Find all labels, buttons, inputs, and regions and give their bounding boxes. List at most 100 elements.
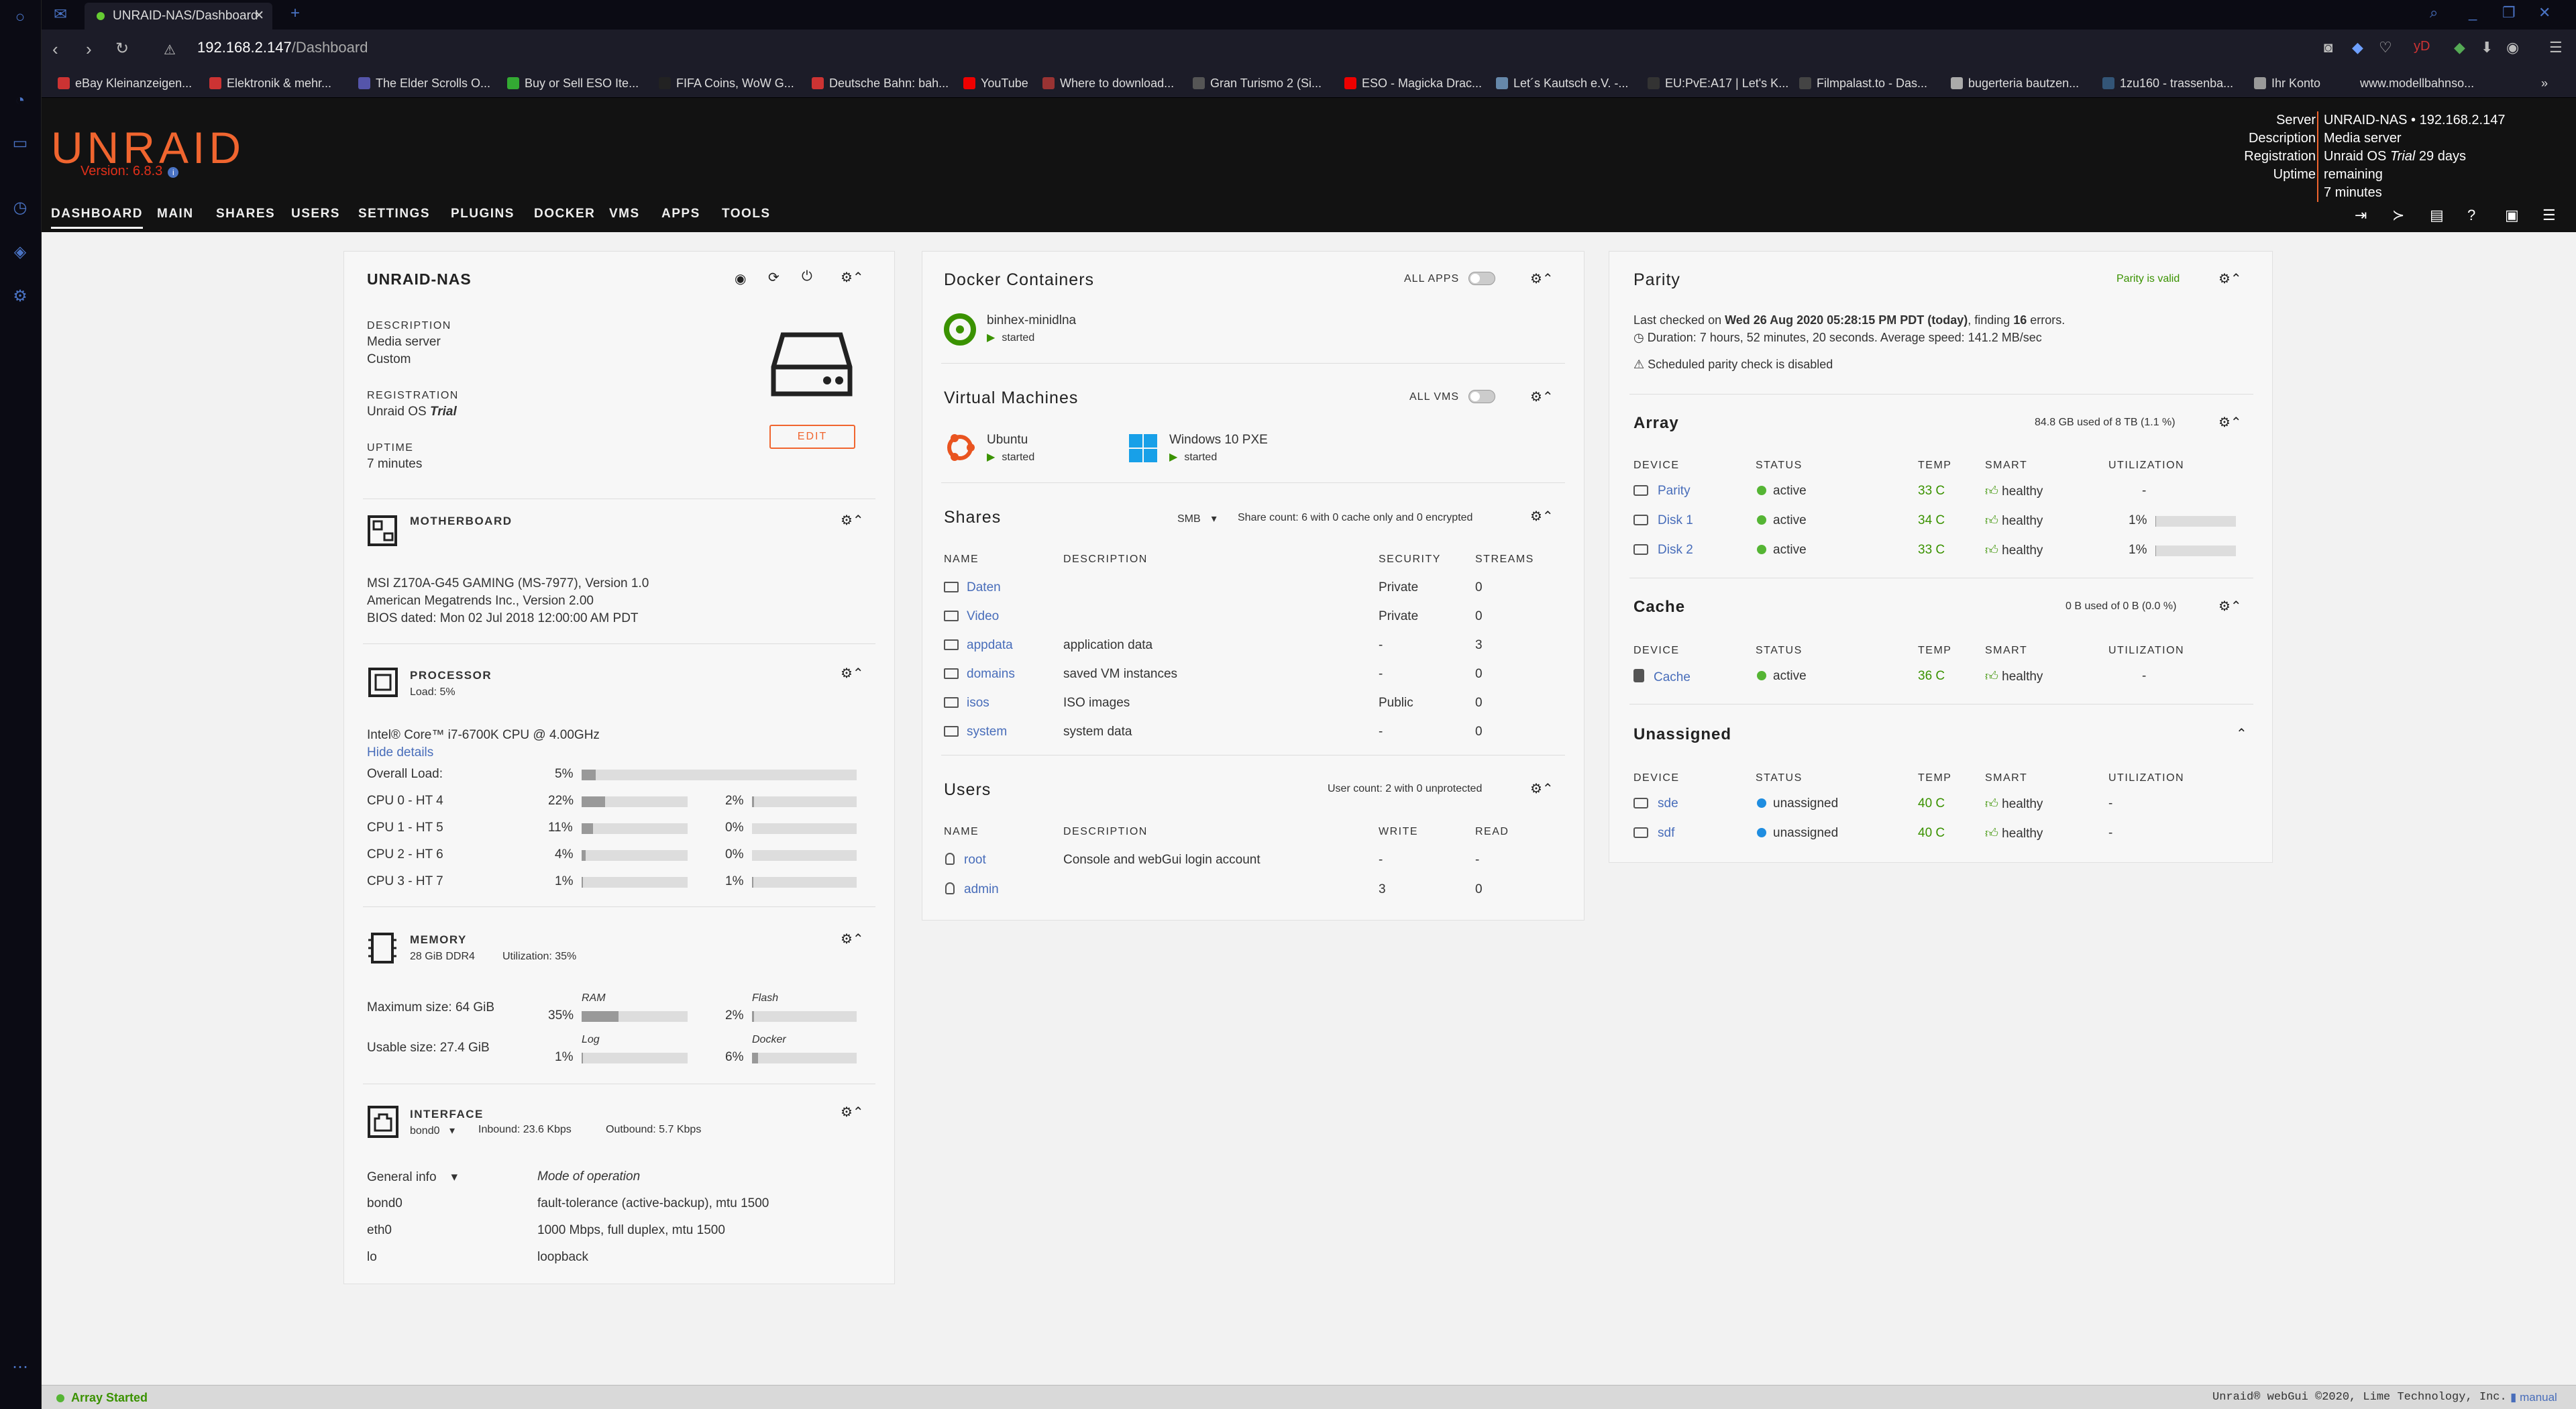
processor-settings-icon[interactable]: ⚙⌃ xyxy=(841,666,864,681)
menu-apps[interactable]: APPS xyxy=(661,207,700,221)
vpn-icon[interactable]: ◆ xyxy=(2352,39,2363,56)
bookmark[interactable]: ESO - Magicka Drac... xyxy=(1344,76,1482,91)
menu-tools[interactable]: TOOLS xyxy=(722,207,771,221)
interface-settings-icon[interactable]: ⚙⌃ xyxy=(841,1105,864,1120)
heart-icon[interactable]: ♡ xyxy=(2379,39,2392,56)
container-logo-icon[interactable] xyxy=(944,313,976,346)
device-smart[interactable]: 👍︎ healthy xyxy=(1985,514,2043,528)
windows-icon[interactable] xyxy=(1128,433,1159,464)
unraid-logo[interactable]: UNRAID xyxy=(51,123,246,172)
general-info-select[interactable]: General info ▾ xyxy=(367,1170,458,1184)
all-vms-toggle[interactable] xyxy=(1468,390,1495,403)
info-icon[interactable]: i xyxy=(168,167,179,178)
new-tab-icon[interactable]: + xyxy=(290,4,300,22)
security-warning-icon[interactable]: ⚠ xyxy=(164,43,176,58)
all-apps-toggle[interactable] xyxy=(1468,272,1495,285)
unassigned-device[interactable]: sdf xyxy=(1633,826,1674,841)
menu-dashboard[interactable]: DASHBOARD xyxy=(51,207,143,229)
protocol-select[interactable]: SMB ▾ xyxy=(1177,513,1217,525)
menu-docker[interactable]: DOCKER xyxy=(534,207,596,221)
bookmark[interactable]: eBay Kleinanzeigen... xyxy=(58,76,192,91)
bookmark[interactable]: Gran Turismo 2 (Si... xyxy=(1193,76,1322,91)
snapshot-icon[interactable]: ◙ xyxy=(2324,39,2333,56)
bookmark[interactable]: bugerteria bautzen... xyxy=(1951,76,2079,91)
logout-icon[interactable]: ⇥ xyxy=(2355,207,2367,223)
record-icon[interactable]: ◉ xyxy=(735,272,747,286)
unassigned-device[interactable]: sde xyxy=(1633,796,1678,811)
url-field[interactable]: 192.168.2.147/Dashboard xyxy=(197,39,368,56)
bookmark[interactable]: Deutsche Bahn: bah... xyxy=(812,76,949,91)
share-row[interactable]: appdata xyxy=(944,638,1013,653)
bookmark[interactable]: Let´s Kautsch e.V. -... xyxy=(1496,76,1628,91)
terminal-icon[interactable]: ≻ xyxy=(2392,207,2405,223)
bookmark[interactable]: Buy or Sell ESO Ite... xyxy=(507,76,639,91)
menu-plugins[interactable]: PLUGINS xyxy=(451,207,515,221)
bookmark[interactable]: Where to download... xyxy=(1042,76,1174,91)
bookmark[interactable]: YouTube xyxy=(963,76,1028,91)
edit-button[interactable]: EDIT xyxy=(769,425,855,449)
menu-vms[interactable]: VMS xyxy=(609,207,640,221)
bookmark[interactable]: Elektronik & mehr... xyxy=(209,76,331,91)
maximize-icon[interactable]: ❐ xyxy=(2502,4,2516,21)
bookmark[interactable]: The Elder Scrolls O... xyxy=(358,76,490,91)
bookmark[interactable]: Filmpalast.to - Das... xyxy=(1799,76,1927,91)
hide-details-link[interactable]: Hide details xyxy=(367,745,434,760)
parity-settings-icon[interactable]: ⚙⌃ xyxy=(2218,272,2242,286)
history-icon[interactable]: ◷ xyxy=(13,199,28,217)
share-row[interactable]: Video xyxy=(944,609,999,624)
whatsapp-icon[interactable]: ◔ xyxy=(15,91,25,109)
user-row[interactable]: root xyxy=(945,853,986,868)
user-row[interactable]: admin xyxy=(945,882,999,897)
extension2-icon[interactable]: ◉ xyxy=(2506,39,2520,56)
version-label[interactable]: Version: 6.8.3 i xyxy=(80,164,179,179)
users-settings-icon[interactable]: ⚙⌃ xyxy=(1530,782,1554,796)
registration-value[interactable]: Unraid OS Trial xyxy=(367,405,457,419)
share-row[interactable]: system xyxy=(944,725,1007,739)
ubuntu-icon[interactable] xyxy=(944,431,976,464)
extension-yd-icon[interactable]: yD xyxy=(2414,39,2430,54)
vms-settings-icon[interactable]: ⚙⌃ xyxy=(1530,390,1554,405)
bookmark[interactable]: FIFA Coins, WoW G... xyxy=(659,76,794,91)
back-icon[interactable]: ‹ xyxy=(52,39,58,59)
device-smart[interactable]: 👍︎ healthy xyxy=(1985,543,2043,558)
motherboard-settings-icon[interactable]: ⚙⌃ xyxy=(841,513,864,528)
shares-settings-icon[interactable]: ⚙⌃ xyxy=(1530,509,1554,524)
search-tabs-icon[interactable]: ⌕ xyxy=(2430,4,2438,21)
cache-settings-icon[interactable]: ⚙⌃ xyxy=(2218,599,2242,614)
array-device[interactable]: Parity xyxy=(1633,484,1690,499)
docker-settings-icon[interactable]: ⚙⌃ xyxy=(1530,272,1554,286)
messenger-icon[interactable]: ▭ xyxy=(12,134,28,152)
reload-icon[interactable]: ↻ xyxy=(115,40,129,58)
info-monitor-icon[interactable]: ▣ xyxy=(2505,207,2519,223)
menu-settings[interactable]: SETTINGS xyxy=(358,207,431,221)
collapse-icon[interactable]: ⌃ xyxy=(2236,727,2247,741)
feedback-icon[interactable]: ▤ xyxy=(2430,207,2444,223)
bookmark[interactable]: www.modellbahnso... xyxy=(2360,76,2475,90)
download-icon[interactable]: ⬇ xyxy=(2481,39,2493,56)
share-row[interactable]: Daten xyxy=(944,580,1001,595)
manual-link[interactable]: ▮ manual xyxy=(2510,1391,2557,1404)
device-smart[interactable]: 👍︎ healthy xyxy=(1985,484,2043,499)
tab-menu-icon[interactable]: ✉ xyxy=(53,5,68,23)
opera-logo-icon[interactable]: ○ xyxy=(15,8,25,26)
bookmark[interactable]: Ihr Konto xyxy=(2254,76,2320,91)
bookmark[interactable]: 1zu160 - trassenba... xyxy=(2102,76,2233,91)
forward-icon[interactable]: › xyxy=(86,39,92,59)
bookmark[interactable]: EU:PvE:A17 | Let's K... xyxy=(1648,76,1788,91)
share-row[interactable]: domains xyxy=(944,667,1015,682)
close-tab-icon[interactable]: ✕ xyxy=(254,9,264,23)
device-smart[interactable]: 👍︎ healthy xyxy=(1985,827,2043,841)
cache-device[interactable]: Cache xyxy=(1633,669,1690,685)
registration-value[interactable]: Unraid OS Trial 29 days remaining xyxy=(2324,149,2466,182)
help-icon[interactable]: ? xyxy=(2467,207,2476,223)
memory-settings-icon[interactable]: ⚙⌃ xyxy=(841,932,864,947)
power-icon[interactable]: ⏻ xyxy=(802,269,812,284)
array-device[interactable]: Disk 1 xyxy=(1633,513,1693,528)
tab-dashboard[interactable]: UNRAID-NAS/Dashboard ✕ xyxy=(85,3,272,30)
share-row[interactable]: isos xyxy=(944,696,989,711)
more-icon[interactable]: ⋯ xyxy=(12,1358,28,1376)
menu-shares[interactable]: SHARES xyxy=(216,207,276,221)
bookmarks-more-icon[interactable]: » xyxy=(2541,76,2548,90)
device-smart[interactable]: 👍︎ healthy xyxy=(1985,670,2043,684)
menu-main[interactable]: MAIN xyxy=(157,207,194,221)
